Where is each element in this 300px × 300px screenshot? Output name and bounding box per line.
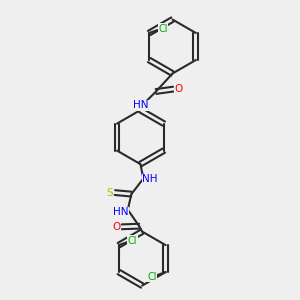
Text: Cl: Cl — [128, 236, 137, 246]
Text: S: S — [106, 188, 113, 198]
Text: HN: HN — [113, 207, 129, 217]
Text: HN: HN — [133, 100, 149, 110]
Text: Cl: Cl — [147, 272, 157, 282]
Text: O: O — [112, 222, 121, 232]
Text: Cl: Cl — [158, 23, 168, 34]
Text: NH: NH — [142, 174, 158, 184]
Text: O: O — [175, 84, 183, 94]
